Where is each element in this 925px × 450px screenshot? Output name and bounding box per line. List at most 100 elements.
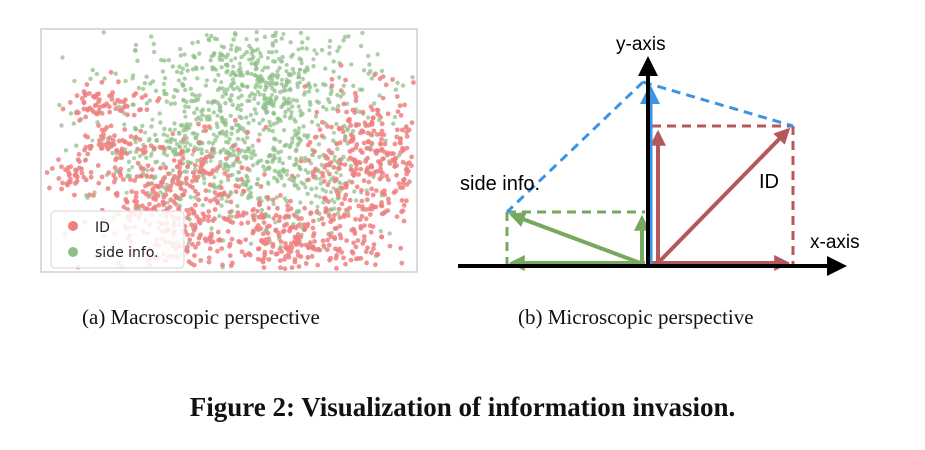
side-info-point	[252, 107, 257, 112]
side-info-point	[167, 127, 173, 132]
side-info-point	[235, 203, 240, 209]
side-info-point	[174, 69, 180, 74]
side-info-point	[183, 144, 188, 149]
id-point	[170, 177, 176, 183]
side-info-point	[298, 113, 304, 118]
side-info-point	[268, 98, 273, 103]
side-info-point	[267, 119, 272, 125]
id-point	[386, 200, 392, 206]
id-point	[409, 154, 414, 160]
id-point	[223, 216, 228, 222]
id-point	[296, 264, 302, 269]
id-point	[397, 185, 403, 191]
id-point	[365, 245, 370, 251]
id-point	[371, 242, 377, 247]
side-info-point	[113, 71, 118, 76]
id-point	[398, 245, 404, 251]
side-info-point	[290, 136, 295, 141]
side-info-point	[275, 120, 280, 125]
id-point	[177, 169, 182, 175]
id-point	[239, 176, 245, 182]
id-point	[363, 249, 369, 255]
id-point	[108, 144, 114, 149]
id-point	[107, 109, 112, 115]
side-info-point	[229, 58, 234, 63]
side-info-point	[166, 139, 171, 144]
id-point	[295, 249, 300, 255]
side-info-point	[210, 67, 215, 72]
id-point	[144, 173, 149, 179]
side-info-point	[225, 177, 231, 183]
side-info-point	[158, 189, 163, 194]
side-info-point	[298, 30, 304, 36]
id-point	[379, 174, 384, 180]
id-point	[87, 192, 92, 198]
id-point	[385, 208, 391, 214]
id-point	[200, 161, 206, 166]
side-info-point	[308, 102, 313, 108]
id-point	[263, 124, 269, 130]
id-point	[212, 190, 218, 195]
side-info-point	[224, 133, 229, 138]
subcaption-b: (b) Microscopic perspective	[518, 305, 754, 329]
id-point	[128, 134, 134, 139]
id-point	[275, 205, 280, 211]
side-info-point	[324, 107, 329, 112]
side-info-point	[292, 128, 298, 133]
id-point	[81, 99, 87, 105]
id-point	[344, 109, 349, 115]
id-point	[133, 91, 139, 96]
side-info-point	[135, 58, 140, 63]
side-info-point	[273, 137, 278, 142]
id-point	[266, 236, 272, 242]
side-info-point	[294, 183, 299, 188]
id-point	[152, 195, 157, 200]
id-point	[277, 214, 283, 220]
side-info-point	[246, 146, 252, 152]
side-info-point	[284, 172, 289, 177]
id-point	[266, 205, 271, 211]
id-point	[106, 170, 112, 176]
side-info-point	[247, 98, 252, 103]
id-point	[185, 215, 190, 221]
side-info-point	[292, 179, 296, 184]
side-info-point	[274, 49, 279, 54]
side-info-point	[189, 160, 194, 165]
side-info-point	[74, 143, 79, 148]
id-point	[262, 172, 267, 177]
id-point	[106, 104, 112, 110]
legend-label-side-info: side info.	[95, 245, 159, 261]
id-point	[74, 93, 80, 99]
id-point	[196, 121, 201, 127]
side-info-point	[327, 51, 332, 56]
side-info-point	[335, 48, 340, 54]
side-info-point	[172, 101, 177, 106]
id-point	[128, 177, 133, 183]
id-point	[378, 141, 383, 146]
id-point	[215, 248, 220, 254]
side-info-point	[133, 140, 138, 145]
side-info-point	[357, 109, 362, 115]
side-info-point	[254, 37, 259, 42]
id-point	[283, 241, 288, 246]
side-info-point	[198, 117, 204, 122]
id-point	[189, 222, 194, 228]
id-point	[350, 171, 356, 177]
id-point	[79, 170, 85, 176]
side-info-point	[278, 169, 283, 174]
id-point	[203, 128, 209, 133]
id-point	[72, 192, 77, 198]
id-point	[257, 199, 262, 205]
side-info-point	[302, 90, 307, 95]
id-point	[106, 140, 111, 145]
side-info-point	[303, 168, 308, 173]
id-point	[285, 203, 290, 209]
id-point	[314, 209, 320, 215]
id-point	[207, 182, 213, 188]
id-point	[119, 146, 125, 152]
id-point	[359, 213, 365, 219]
id-point	[401, 180, 406, 186]
id-point	[368, 146, 373, 152]
id-point	[190, 241, 195, 247]
side-info-point	[294, 159, 299, 163]
